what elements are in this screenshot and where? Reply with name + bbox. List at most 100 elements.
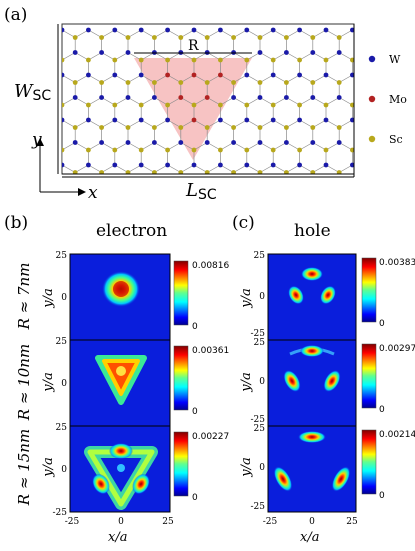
axis-y-label: y: [31, 130, 42, 150]
atom-sc: [350, 57, 354, 63]
lattice-bond: [128, 188, 141, 196]
atom-sc: [46, 80, 51, 85]
atom-sc: [284, 170, 289, 174]
atom-sc: [60, 193, 65, 198]
atom-sc: [125, 80, 131, 85]
atom-w: [218, 27, 223, 33]
electron-map-7nm: [70, 254, 170, 340]
electron-ylabel-1: y/a: [41, 288, 56, 308]
lattice-bond: [379, 120, 392, 128]
atom-sc: [270, 147, 276, 153]
atom-w: [62, 27, 65, 33]
atom-w: [138, 162, 144, 168]
lattice-bond: [114, 164, 129, 173]
atom-sc: [403, 58, 408, 63]
atom-sc: [231, 35, 237, 40]
lattice-bond: [180, 74, 195, 83]
atom-sc: [139, 193, 144, 198]
atom-sc: [323, 102, 329, 108]
atom-sc: [390, 170, 395, 175]
lattice-bond: [101, 97, 115, 106]
e-ytick-0-2: 0: [61, 379, 67, 389]
electron-map-15nm: [70, 426, 170, 512]
row-label-15nm: R ≈ 15nm: [15, 429, 33, 506]
atom-sc: [284, 35, 289, 40]
e-xtick-m25: -25: [65, 517, 80, 527]
lattice-bond: [273, 119, 287, 128]
lattice-bond: [233, 74, 247, 83]
lattice-bond: [127, 164, 142, 173]
atom-w: [350, 117, 354, 123]
h-ytick-0-3: 0: [259, 463, 265, 473]
atom-sc: [231, 170, 236, 174]
atom-sc: [257, 125, 263, 130]
lattice-bond: [233, 97, 247, 106]
atom-sc: [178, 125, 184, 130]
atom-sc: [112, 193, 117, 198]
atom-w: [376, 163, 381, 168]
atom-w: [363, 50, 368, 55]
lattice-bond: [286, 164, 300, 173]
e-ytick-0-3: 0: [61, 465, 67, 475]
atom-sc: [72, 170, 78, 174]
atom-sc: [99, 35, 104, 40]
lattice-bond: [75, 74, 89, 83]
lattice-bond: [392, 120, 405, 128]
lattice-bond: [167, 74, 181, 83]
lattice-bond: [62, 149, 63, 150]
atom-sc: [46, 125, 51, 130]
atom-sc: [271, 193, 276, 198]
lattice-bond: [299, 74, 313, 83]
lattice-bond: [207, 164, 221, 173]
atom-sc: [363, 35, 368, 40]
lattice-bond: [101, 74, 115, 83]
atom-sc: [310, 80, 316, 85]
lattice-bond: [193, 74, 208, 83]
lattice-bond: [246, 74, 261, 83]
lattice-bond: [101, 119, 115, 128]
lattice-bond: [339, 74, 353, 83]
e-ytick-25-2: 25: [56, 337, 68, 347]
h-xtick-m25: -25: [263, 517, 278, 527]
h-ytick-0-1: 0: [259, 292, 265, 302]
atom-w: [284, 50, 289, 55]
lattice-bond: [405, 143, 415, 151]
atom-w: [165, 27, 171, 33]
atom-w: [112, 162, 118, 168]
lattice-bond: [246, 52, 261, 61]
panel-a-label: (a): [4, 5, 27, 25]
atom-sc: [165, 193, 170, 198]
lattice-bond: [259, 97, 274, 106]
hole-y-ticks: 25 0 -25 25 0 -25 25 0 -25: [251, 251, 266, 512]
hole-xlabel: x/a: [300, 530, 319, 545]
lattice-bond: [234, 188, 247, 196]
lattice-bond: [62, 188, 75, 196]
h-ytick-25-1: 25: [254, 251, 266, 261]
h-colorbar-2-min: 0: [379, 405, 385, 415]
lattice-bond: [220, 142, 234, 151]
lattice-bond: [312, 52, 327, 61]
atom-w: [72, 50, 78, 55]
atom-w: [297, 27, 302, 33]
lattice-bond: [325, 164, 340, 173]
electron-map-10nm: [70, 340, 170, 426]
atom-sc: [350, 102, 354, 108]
h-xtick-25: 25: [346, 517, 358, 527]
atom-w: [244, 72, 250, 78]
lattice-bond: [325, 97, 340, 106]
atom-sc: [86, 147, 91, 153]
lattice-bond: [339, 164, 353, 173]
lattice-bond: [299, 119, 313, 128]
lattice-bond: [313, 188, 326, 196]
atom-sc: [297, 57, 302, 63]
atom-sc: [336, 80, 342, 85]
e-colorbar-2-max: 0.00361: [192, 346, 229, 356]
electron-ylabel-3: y/a: [41, 457, 56, 477]
lattice-bond: [325, 29, 340, 38]
atom-w: [46, 50, 51, 55]
atom-sc: [86, 102, 91, 108]
atom-w: [72, 140, 78, 145]
atom-sc: [376, 103, 381, 108]
atom-w: [231, 95, 237, 100]
atom-sc: [72, 125, 78, 130]
